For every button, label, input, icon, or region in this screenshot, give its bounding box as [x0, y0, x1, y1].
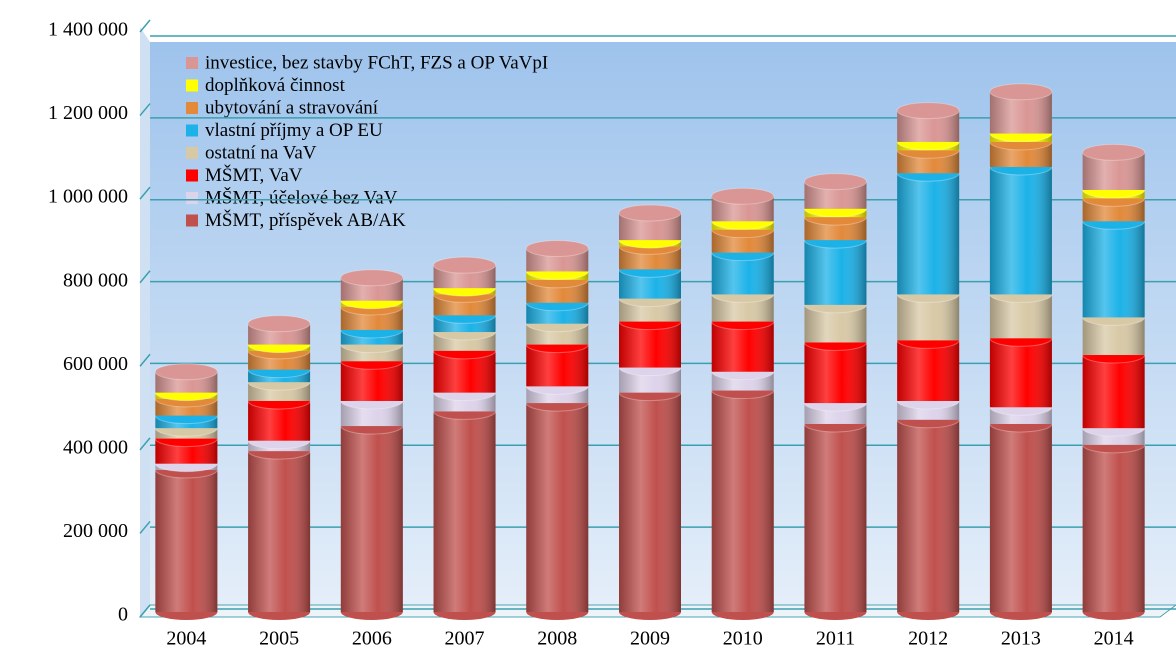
legend-label: ubytování a stravování — [205, 97, 379, 118]
legend-swatch — [186, 147, 198, 159]
grid-line-side — [139, 186, 151, 200]
bar-top — [1082, 143, 1146, 161]
bar-shade — [340, 426, 403, 612]
y-tick-label: 0 — [118, 604, 128, 626]
bar-shade — [711, 390, 774, 612]
x-tick-label: 2011 — [816, 628, 855, 650]
legend-swatch — [186, 192, 198, 204]
x-tick-label: 2014 — [1094, 628, 1134, 650]
bar-shade — [248, 451, 311, 612]
x-tick-label: 2006 — [352, 628, 392, 650]
bar-top — [803, 173, 867, 191]
bar-shade — [711, 321, 774, 372]
side-wall — [140, 27, 150, 617]
bar-shade — [897, 173, 960, 295]
bar-shade — [155, 469, 218, 612]
bar-shade — [433, 411, 496, 612]
legend-swatch — [186, 57, 198, 69]
bar-top — [154, 363, 218, 381]
legend-swatch — [186, 124, 198, 137]
y-tick-label: 200 000 — [63, 520, 128, 542]
legend-swatch — [186, 79, 198, 92]
grid-line-side — [139, 353, 151, 367]
grid-line-side — [139, 103, 151, 117]
x-tick-label: 2012 — [908, 628, 948, 650]
bar-top — [711, 187, 775, 205]
legend-label: ostatní na VaV — [205, 142, 317, 163]
legend-label: MŠMT, příspěvek AB/AK — [205, 209, 406, 231]
legend-label: MŠMT, VaV — [205, 164, 303, 186]
legend-label: investice, bez stavby FChT, FZS a OP VaV… — [205, 52, 548, 73]
bar-shade — [989, 423, 1052, 612]
bar-top — [896, 102, 960, 120]
y-tick-label: 1 000 000 — [48, 186, 128, 208]
bar-top — [247, 315, 311, 333]
bar-shade — [804, 342, 867, 404]
bar-top — [989, 83, 1053, 101]
y-tick-label: 1 400 000 — [48, 19, 128, 41]
bar-shade — [804, 240, 867, 305]
y-tick-label: 1 200 000 — [48, 102, 128, 124]
bar-shade — [989, 338, 1052, 408]
legend-label: MŠMT, účelové bez VaV — [205, 186, 398, 208]
grid-line-side — [139, 520, 151, 534]
x-tick-label: 2007 — [445, 628, 485, 650]
y-tick-label: 600 000 — [63, 353, 128, 375]
bar-top — [618, 204, 682, 222]
bar-shade — [804, 423, 867, 612]
grid-line-side — [139, 19, 151, 33]
x-tick-label: 2013 — [1001, 628, 1041, 650]
bar-shade — [619, 392, 681, 612]
grid-line-side — [139, 270, 151, 284]
legend-label: vlastní příjmy a OP EU — [205, 120, 383, 141]
bar-shade — [1082, 444, 1145, 612]
y-tick-label: 400 000 — [63, 436, 128, 458]
bar-top — [433, 256, 497, 274]
bar-top — [525, 239, 589, 257]
x-tick-label: 2004 — [166, 628, 206, 650]
x-tick-label: 2009 — [630, 628, 670, 650]
bar-shade — [897, 340, 960, 401]
bar-top — [340, 269, 404, 287]
x-tick-label: 2008 — [537, 628, 577, 650]
legend-label: doplňková činnost — [205, 75, 346, 96]
legend-swatch — [186, 169, 198, 182]
bar-shade — [1082, 355, 1145, 429]
legend-swatch — [186, 214, 198, 227]
x-tick-label: 2010 — [723, 628, 763, 650]
y-tick-label: 800 000 — [63, 269, 128, 291]
x-tick-label: 2005 — [259, 628, 299, 650]
bar-shade — [1082, 221, 1145, 318]
grid-line-side — [139, 604, 151, 618]
grid-line-side — [139, 437, 151, 451]
bar-shade — [897, 419, 960, 612]
bar-shade — [526, 403, 589, 612]
bar-shade — [989, 166, 1052, 295]
legend-swatch — [186, 102, 198, 114]
